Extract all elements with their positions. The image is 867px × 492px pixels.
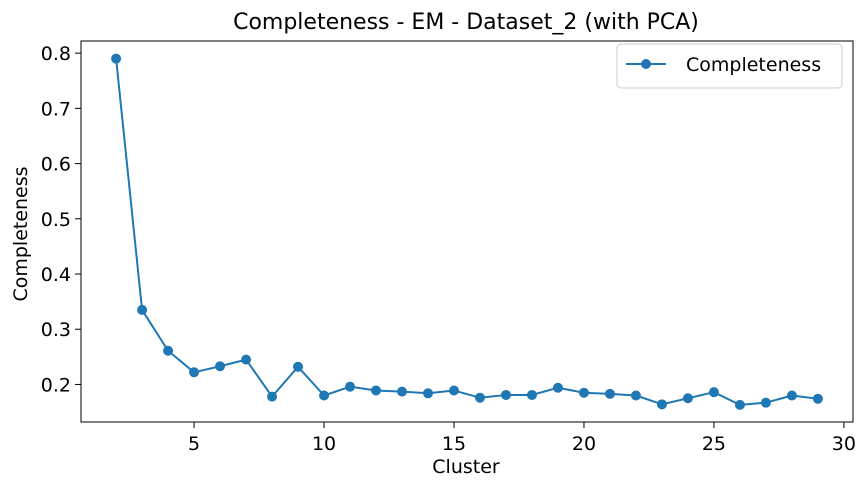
data-point	[163, 345, 174, 356]
data-point	[345, 381, 356, 392]
data-point	[630, 390, 641, 401]
series-line	[115, 58, 819, 406]
data-point	[578, 387, 589, 398]
x-tick-label: 10	[312, 433, 336, 455]
data-point	[786, 390, 797, 401]
data-point	[708, 387, 719, 398]
y-tick-label: 0.7	[41, 98, 71, 120]
legend-marker-swatch	[641, 59, 651, 69]
data-point	[215, 361, 226, 372]
y-tick-label: 0.2	[41, 374, 71, 396]
data-point	[500, 389, 511, 400]
data-point	[267, 391, 278, 402]
chart-title: Completeness - EM - Dataset_2 (with PCA)	[233, 10, 699, 35]
data-point	[293, 361, 304, 372]
legend-label: Completeness	[686, 54, 821, 76]
series-layer	[111, 53, 823, 410]
data-point	[189, 367, 200, 378]
y-tick-label: 0.3	[41, 319, 71, 341]
plot-frame	[80, 40, 854, 423]
axes: 5 10 15 20 25 30 0.2 0.3 0.4 0.5 0.6 0.7 0.8	[41, 40, 856, 455]
data-point	[449, 385, 460, 396]
x-tick-label: 20	[572, 433, 596, 455]
data-point	[682, 393, 693, 404]
x-tick-label: 5	[188, 433, 200, 455]
legend: Completeness	[616, 43, 843, 89]
x-axis-label: Cluster	[432, 456, 500, 478]
x-tick-label: 15	[442, 433, 466, 455]
data-point	[241, 354, 252, 365]
data-point	[604, 388, 615, 399]
x-tick-label: 30	[832, 433, 856, 455]
x-tick-label: 25	[702, 433, 726, 455]
data-point	[137, 304, 148, 315]
data-point	[734, 399, 745, 410]
y-tick-label: 0.6	[41, 154, 71, 176]
data-point	[423, 388, 434, 399]
data-point	[812, 393, 823, 404]
y-tick-label: 0.4	[41, 264, 71, 286]
data-point	[656, 399, 667, 410]
data-point	[552, 382, 563, 393]
legend-frame	[616, 43, 843, 89]
data-point	[474, 392, 485, 403]
y-tick-label: 0.8	[41, 43, 71, 65]
data-point	[111, 53, 122, 64]
y-axis-label: Completeness	[10, 166, 32, 301]
data-point	[319, 390, 330, 401]
data-point	[760, 397, 771, 408]
data-point	[397, 386, 408, 397]
y-tick-label: 0.5	[41, 209, 71, 231]
data-point	[371, 385, 382, 396]
data-point	[526, 389, 537, 400]
